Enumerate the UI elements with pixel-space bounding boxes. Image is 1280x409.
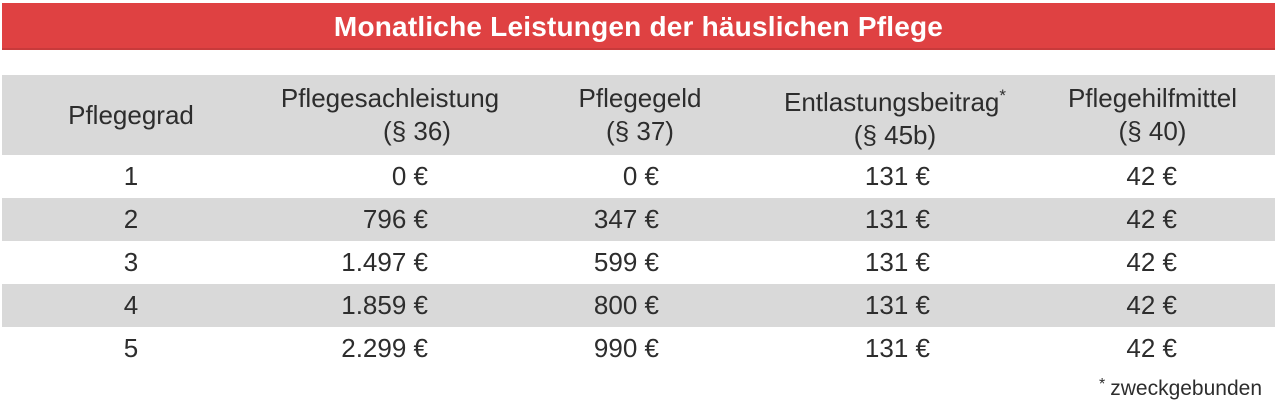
cell-hilfmittel: 42 €	[1030, 198, 1275, 241]
header-label: Entlastungsbeitrag	[784, 86, 1000, 117]
header-row: Pflegegrad Pflegesachleistung (§ 36) Pfl…	[2, 75, 1275, 155]
header-paragraph-ref: (§ 45b)	[853, 119, 937, 150]
table-body: 1 0 € 0 € 131 € 42 € 2 796 € 347 € 131 €…	[2, 155, 1275, 370]
cell-hilfmittel: 42 €	[1126, 333, 1177, 363]
footnote-text: zweckgebunden	[1110, 377, 1262, 400]
cell-sachleistung: 0 €	[391, 161, 428, 191]
cell-hilfmittel: 42 €	[1030, 284, 1275, 327]
table-row-pflegegrad-2: 2 796 € 347 € 131 € 42 €	[2, 198, 1275, 241]
header-paragraph-ref: (§ 37)	[606, 116, 674, 146]
cell-hilfmittel: 42 €	[1126, 161, 1177, 191]
cell-grade: 2	[2, 198, 260, 241]
cell-pflegegeld: 347 €	[520, 198, 760, 241]
table-row-pflegegrad-1: 1 0 € 0 € 131 € 42 €	[2, 155, 1275, 198]
cell-sachleistung: 1.497 €	[341, 247, 428, 277]
footnote-marker-icon: *	[1098, 376, 1106, 393]
header-label: Pflegehilfmittel	[1067, 83, 1238, 113]
cell-pflegegeld: 599 €	[593, 247, 659, 277]
cell-entlastungsbeitrag: 131 €	[864, 333, 930, 363]
cell-grade: 3	[123, 247, 139, 277]
header-cell-pflegesachleistung: Pflegesachleistung (§ 36)	[260, 75, 520, 155]
header-cell-pflegehilfmittel: Pflegehilfmittel (§ 40)	[1030, 75, 1275, 155]
cell-entlastungsbeitrag: 131 €	[760, 284, 1030, 327]
cell-pflegegeld: 800 €	[520, 284, 760, 327]
footnote: * zweckgebunden	[1099, 376, 1262, 401]
header-cell-pflegegeld: Pflegegeld (§ 37)	[520, 75, 760, 155]
cell-grade: 4	[2, 284, 260, 327]
cell-entlastungsbeitrag: 131 €	[760, 198, 1030, 241]
table-row-pflegegrad-4: 4 1.859 € 800 € 131 € 42 €	[2, 284, 1275, 327]
cell-pflegegeld: 0 €	[622, 161, 659, 191]
cell-entlastungsbeitrag: 131 €	[864, 247, 930, 277]
header-paragraph-ref: (§ 36)	[383, 116, 451, 146]
header-label: Pflegegrad	[68, 99, 194, 130]
cell-grade: 5	[123, 333, 139, 363]
benefits-table: Pflegegrad Pflegesachleistung (§ 36) Pfl…	[2, 75, 1275, 370]
header-label: Pflegesachleistung	[280, 83, 500, 113]
benefits-table-container: Pflegegrad Pflegesachleistung (§ 36) Pfl…	[2, 75, 1275, 370]
cell-sachleistung: 2.299 €	[341, 333, 428, 363]
header-cell-pflegegrad: Pflegegrad	[2, 75, 260, 155]
footnote-marker-icon: *	[999, 85, 1006, 105]
cell-sachleistung: 796 €	[260, 198, 520, 241]
table-header: Pflegegrad Pflegesachleistung (§ 36) Pfl…	[2, 75, 1275, 155]
title-bar: Monatliche Leistungen der häuslichen Pfl…	[2, 3, 1275, 50]
table-row-pflegegrad-3: 3 1.497 € 599 € 131 € 42 €	[2, 241, 1275, 284]
header-label: Pflegegeld	[578, 83, 702, 113]
page-title: Monatliche Leistungen der häuslichen Pfl…	[333, 10, 944, 42]
cell-grade: 1	[123, 161, 139, 191]
cell-entlastungsbeitrag: 131 €	[864, 161, 930, 191]
header-cell-entlastungsbeitrag: Entlastungsbeitrag* (§ 45b)	[760, 75, 1030, 155]
table-row-pflegegrad-5: 5 2.299 € 990 € 131 € 42 €	[2, 327, 1275, 370]
cell-pflegegeld: 990 €	[593, 333, 659, 363]
cell-sachleistung: 1.859 €	[260, 284, 520, 327]
cell-hilfmittel: 42 €	[1126, 247, 1177, 277]
header-paragraph-ref: (§ 40)	[1118, 116, 1187, 146]
